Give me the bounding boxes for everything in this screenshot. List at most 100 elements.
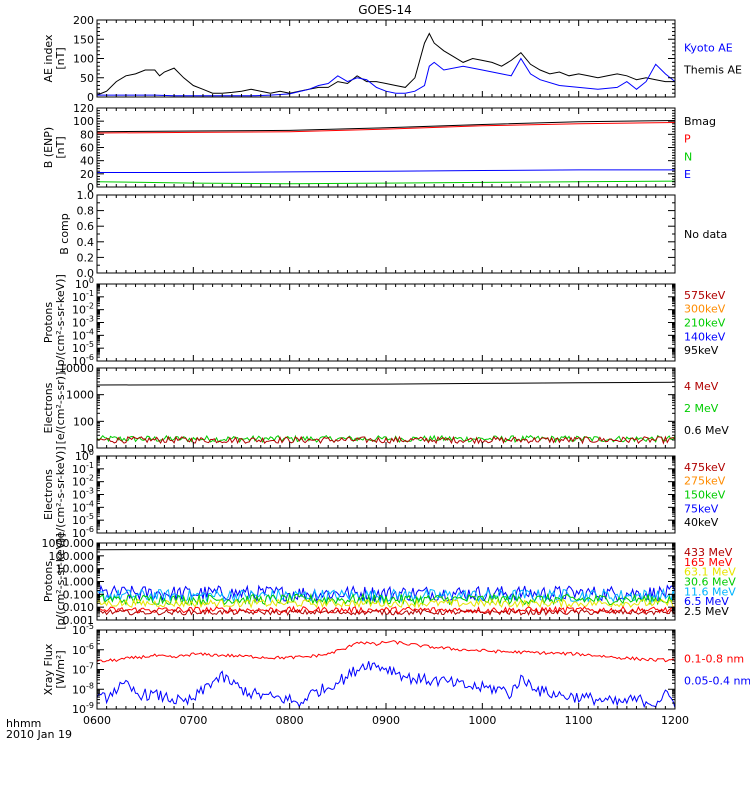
y-axis-label: AE index [42,34,55,83]
y-tick-label: 10.000 [56,563,95,576]
y-tick-label: 100 [73,415,94,428]
y-axis-label: Protons [42,302,55,343]
y-axis-label: [W/m²] [54,650,67,688]
no-data-label: No data [684,228,727,241]
y-tick-label: 0.2 [77,251,95,264]
y-tick-label: 120 [73,102,94,115]
y-tick-label: 10-6 [72,642,94,657]
series-line-ae-0 [97,32,675,96]
y-tick-label: 1.0 [77,189,95,202]
y-axis-label: [e/(cm²-s-sr-keV)] [54,446,67,542]
legend-entry: 95keV [684,344,719,357]
series-line-xray-1 [97,661,675,709]
y-axis-label: Xray Flux [42,643,55,695]
legend-entry: 210keV [684,317,726,330]
legend-entry: 475keV [684,461,726,474]
x-tick-label: 0800 [276,714,304,727]
legend-entry: 40keV [684,516,719,529]
y-tick-label: 50 [80,72,94,85]
panel-frame [96,283,676,362]
series-line-bfield-0 [97,120,675,133]
legend-entry: Kyoto AE [684,42,733,55]
legend-entry: 63.1 MeV [684,566,736,579]
y-tick-label: 10-5 [72,622,94,637]
y-tick-label: 0.4 [77,236,95,249]
legend-entry: 2.5 MeV [684,605,729,618]
series-line-xray-0 [97,640,675,663]
y-axis-label: [p/(cm²-s-sr-keV)] [54,274,67,371]
y-tick-label: 100 [73,115,94,128]
y-axis-label: Electrons [42,469,55,520]
y-axis-label: [p/(cm²-s-sr-keV)] [54,533,67,630]
y-axis-label: B (ENP) [42,127,55,168]
y-axis-label: [nT] [54,136,67,158]
legend-entry: N [684,150,692,163]
y-axis-label: Protons [42,561,55,602]
y-tick-label: 0.6 [77,220,95,233]
y-tick-label: 10-7 [72,662,94,677]
y-tick-label: 1.000 [63,576,95,589]
x-tick-label: 0600 [83,714,111,727]
legend-entry: 300keV [684,303,726,316]
panel-frame [96,194,676,274]
y-tick-label: 0.8 [77,205,95,218]
y-tick-label: 0.001 [63,614,95,627]
panel-electrons_high: 10 100 1000 10000 Electrons [e/(cm²-s-sr)] 4 M… [42,362,729,455]
legend-entry: 0.1-0.8 nm [684,653,744,666]
legend-entry: P [684,133,691,146]
x-tick-label: 1100 [565,714,593,727]
y-tick-label: 200 [73,14,94,27]
series-line-bfield-2 [97,169,675,173]
x-tick-label: 0900 [372,714,400,727]
panel-frame [96,19,676,98]
y-tick-label: 10 [80,442,94,455]
legend-entry: 0.6 MeV [684,424,729,437]
y-axis-label: [e/(cm²-s-sr)] [54,372,67,445]
y-tick-label: 100 [73,53,94,66]
panel-protons_high: 0.0010.0100.1001.00010.000100.0001000.00… [42,533,737,630]
chart-title: GOES-14 [358,3,412,17]
legend-entry: E [684,168,691,181]
y-tick-label: 10-8 [72,681,94,696]
legend-entry: 30.6 MeV [684,576,736,589]
series-line-ae-1 [97,57,675,97]
date-label: 2010 Jan 19 [6,728,72,741]
legend-entry: 575keV [684,289,726,302]
series-line-protons_high-3 [97,592,675,607]
legend-entry: 75keV [684,502,719,515]
legend-entry: 11.6 MeV [684,585,736,598]
y-axis-label: B comp [58,213,71,255]
y-tick-label: 20 [80,168,94,181]
legend-entry: 6.5 MeV [684,595,729,608]
series-line-protons_high-4 [97,598,675,609]
y-tick-label: 10000 [59,362,94,375]
y-tick-label: 80 [80,128,94,141]
x-tick-label: 0700 [179,714,207,727]
legend-entry: 140keV [684,330,726,343]
y-tick-label: 0.100 [63,588,95,601]
series-line-protons_high-0 [97,548,675,551]
legend-entry: 150keV [684,489,726,502]
series-line-electrons_high-0 [97,381,675,386]
legend-entry: Bmag [684,115,716,128]
panel-bcomp: 0.0 0.2 0.4 0.6 0.8 1.0 B comp No data [58,189,727,280]
y-tick-label: 0 [87,181,94,194]
legend-entry: 0.05-0.4 nm [684,675,750,688]
legend-entry: 275keV [684,475,726,488]
panel-ae: 0 50 100 150 200 AE index [nT] Kyoto AE Themis A… [42,14,742,104]
time-axis-label: hhmm [6,717,41,730]
y-tick-label: 40 [80,155,94,168]
x-tick-label: 1200 [661,714,689,727]
y-tick-label: 0 [87,91,94,104]
y-tick-label: 100.000 [49,550,95,563]
legend-entry: Themis AE [683,64,742,77]
series-line-bfield-3 [97,180,675,185]
y-axis-label: [nT] [54,47,67,69]
y-tick-label: 150 [73,33,94,46]
y-tick-label: 60 [80,142,94,155]
series-line-bfield-1 [97,122,675,134]
